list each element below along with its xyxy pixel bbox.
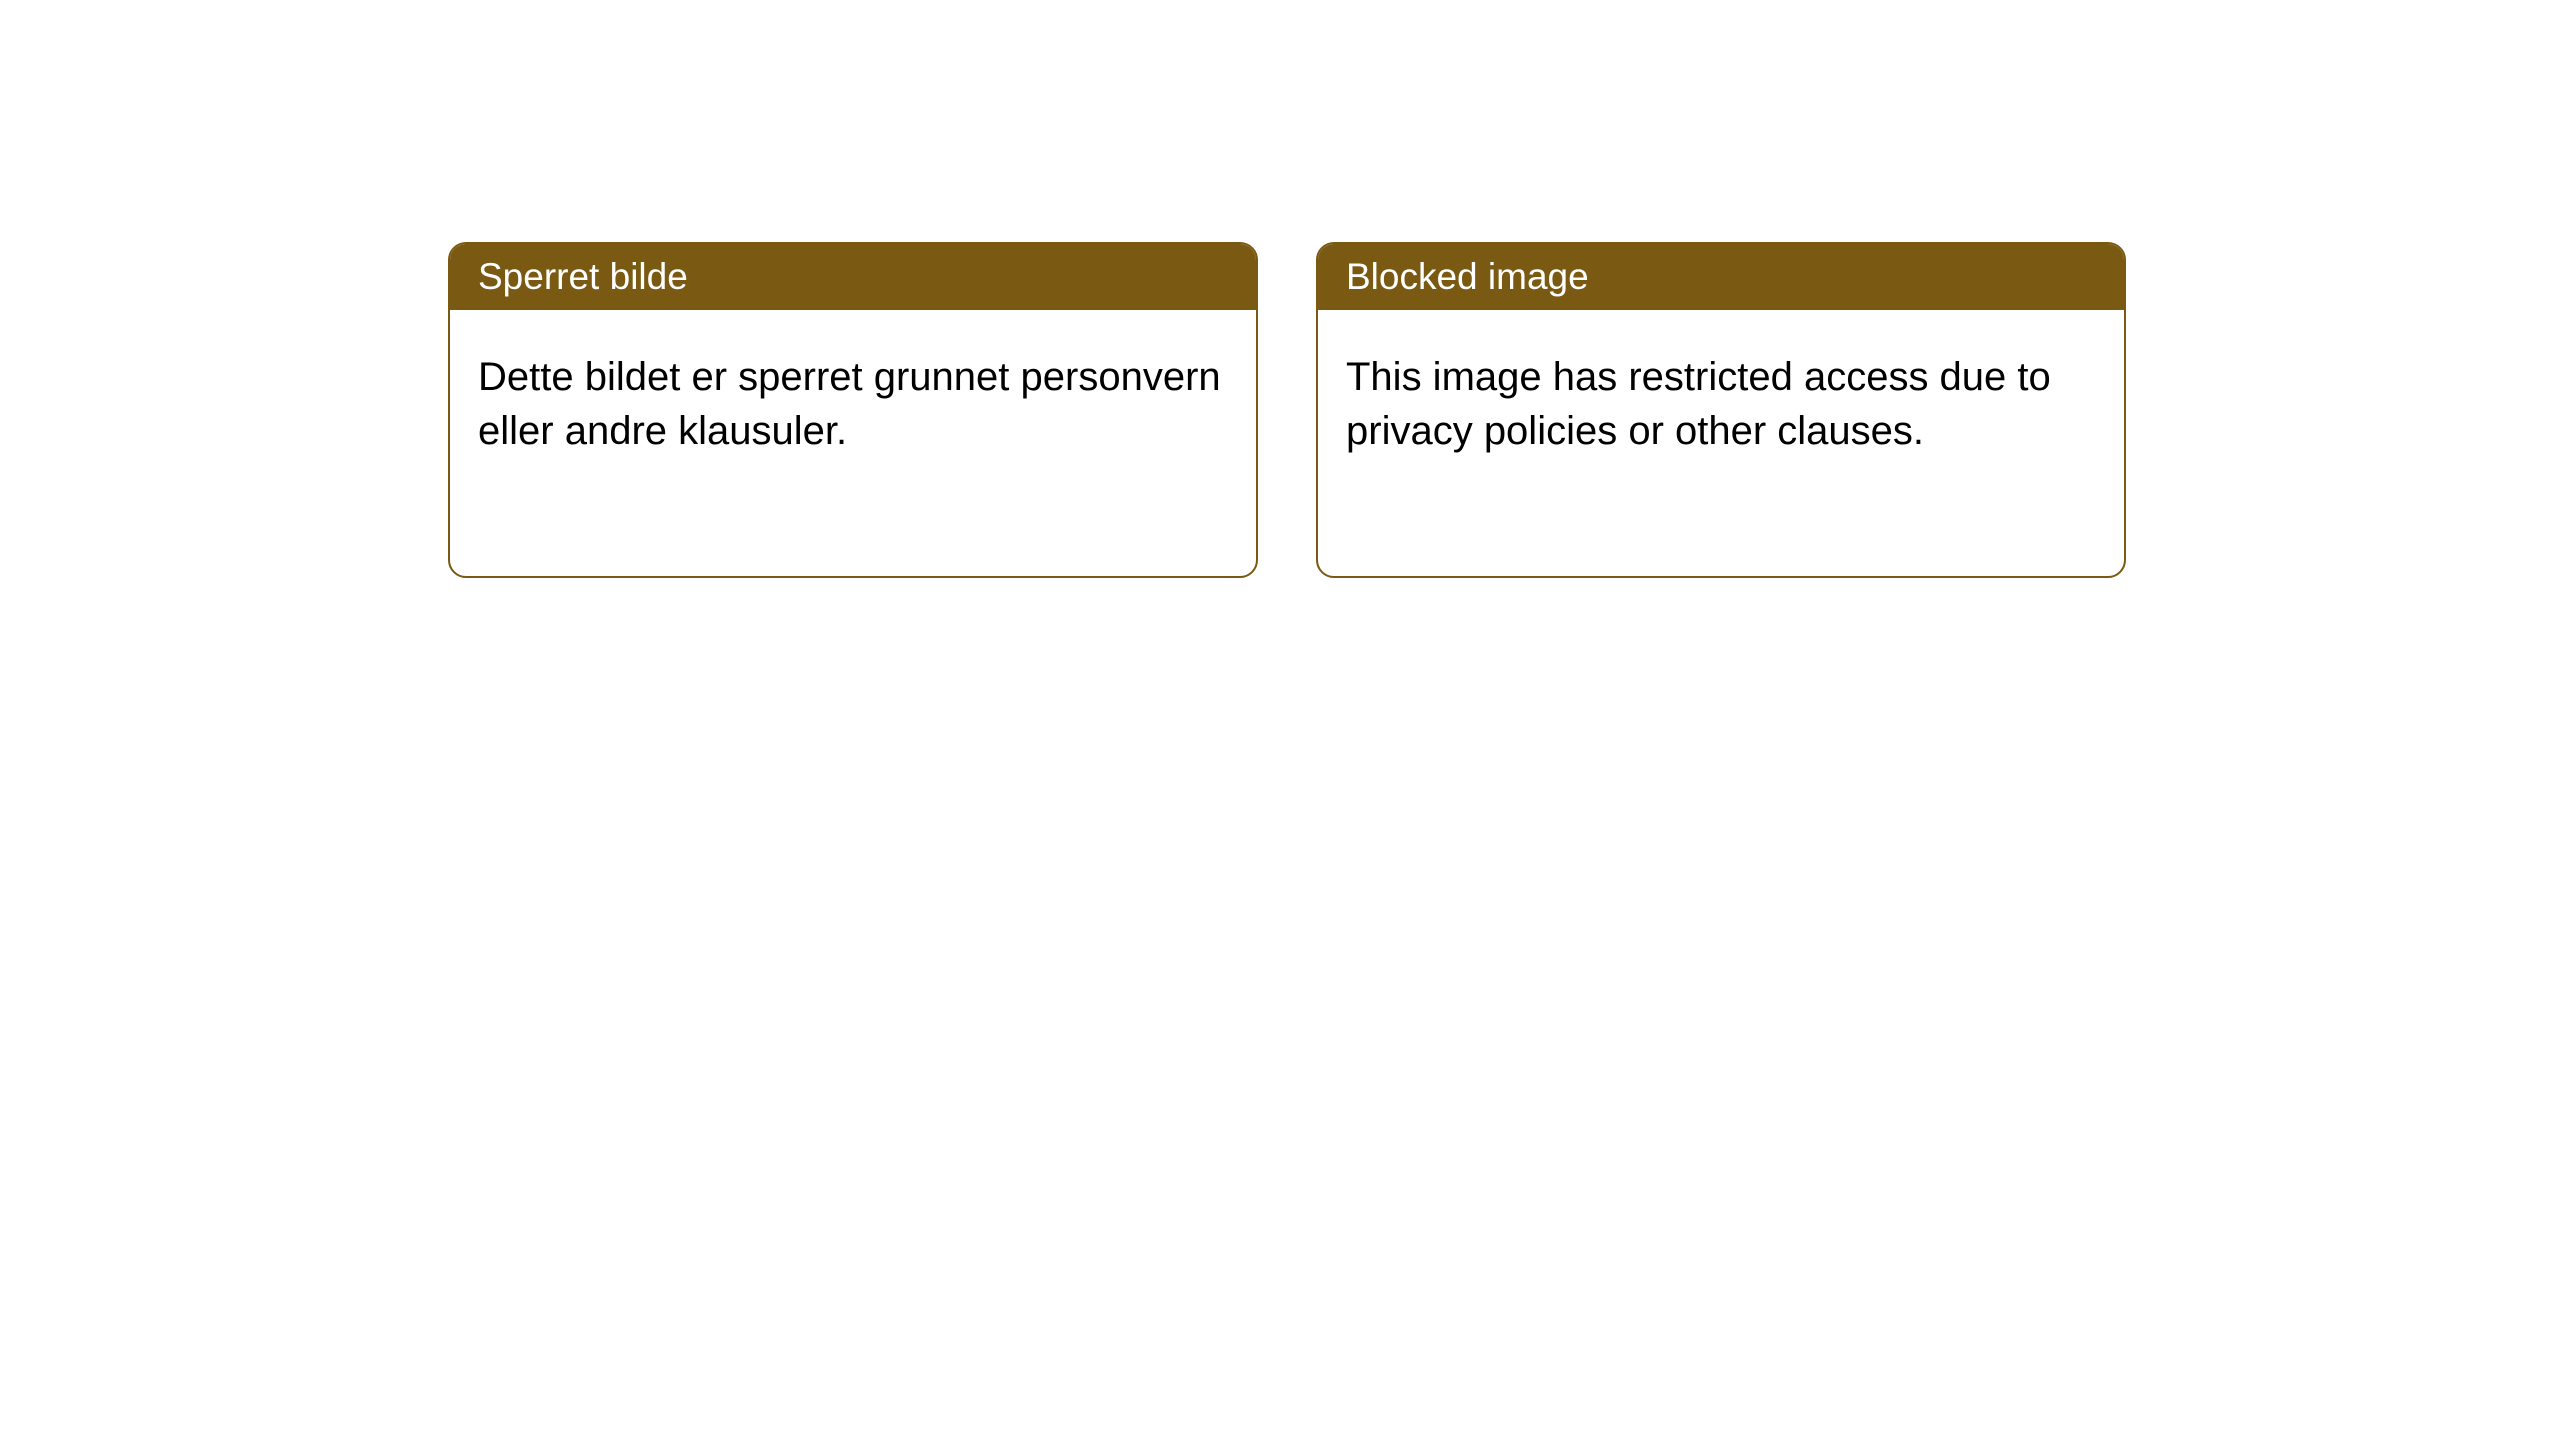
notice-header: Sperret bilde xyxy=(450,244,1256,310)
notice-body: This image has restricted access due to … xyxy=(1318,310,2124,498)
notice-text: This image has restricted access due to … xyxy=(1346,355,2051,453)
notice-title: Blocked image xyxy=(1346,256,1589,297)
notice-box-norwegian: Sperret bilde Dette bildet er sperret gr… xyxy=(448,242,1258,578)
notice-title: Sperret bilde xyxy=(478,256,688,297)
notice-body: Dette bildet er sperret grunnet personve… xyxy=(450,310,1256,498)
notice-text: Dette bildet er sperret grunnet personve… xyxy=(478,355,1221,453)
notice-box-english: Blocked image This image has restricted … xyxy=(1316,242,2126,578)
notice-header: Blocked image xyxy=(1318,244,2124,310)
notice-container: Sperret bilde Dette bildet er sperret gr… xyxy=(0,0,2560,578)
